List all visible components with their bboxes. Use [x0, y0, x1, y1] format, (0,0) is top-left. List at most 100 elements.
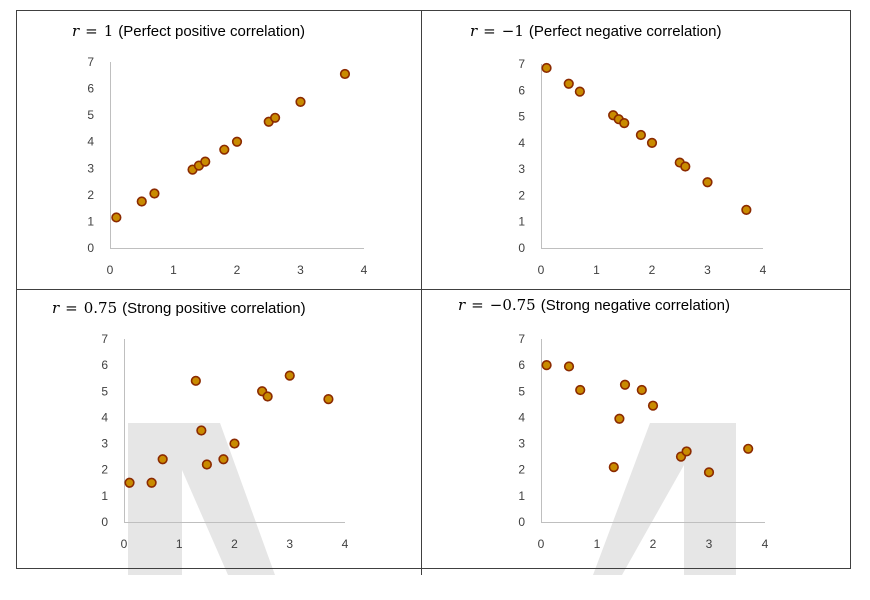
data-point: [681, 446, 692, 457]
y-tick-label: 1: [87, 214, 94, 228]
data-point: [541, 62, 552, 74]
y-tick-label: 5: [87, 108, 94, 122]
data-point: [201, 459, 212, 470]
data-point: [563, 78, 574, 89]
y-tick-label: 4: [101, 410, 108, 424]
x-tick-label: 4: [760, 263, 767, 277]
x-tick-label: 3: [704, 263, 711, 277]
data-point: [541, 360, 552, 371]
title-variable: r: [72, 22, 80, 40]
watermark-shape-right: [593, 423, 736, 575]
data-point: [157, 454, 168, 465]
y-tick-label: 6: [518, 83, 525, 97]
data-point: [636, 384, 647, 396]
title-variable: r: [458, 296, 466, 314]
y-tick-label: 3: [518, 437, 525, 451]
data-point: [574, 86, 585, 97]
y-tick-label: 3: [101, 437, 108, 451]
data-point: [270, 112, 281, 123]
data-point: [262, 391, 273, 402]
y-tick-label: 2: [518, 188, 525, 202]
y-tick-label: 5: [518, 384, 525, 398]
data-point: [323, 394, 334, 405]
data-point: [149, 188, 160, 199]
data-point: [619, 379, 631, 390]
data-point: [743, 443, 754, 454]
x-tick-label: 1: [176, 537, 183, 551]
data-point: [200, 156, 211, 167]
data-point: [614, 413, 625, 424]
y-tick-label: 0: [87, 241, 94, 255]
data-point: [146, 477, 157, 488]
watermark-shape-left: [128, 423, 275, 575]
title-description: (Strong negative correlation): [541, 297, 730, 314]
data-point: [635, 129, 647, 141]
data-point: [703, 467, 715, 478]
y-tick-label: 4: [518, 136, 525, 150]
y-tick-label: 7: [101, 332, 108, 346]
x-tick-label: 4: [361, 263, 368, 277]
chart-title: r = −0.75 (Strong negative correlation): [458, 296, 730, 314]
chart-title: r = 0.75 (Strong positive correlation): [52, 299, 306, 317]
data-point: [111, 212, 122, 223]
chart-title: r = 1 (Perfect positive correlation): [72, 22, 305, 40]
x-tick-label: 0: [107, 263, 114, 277]
x-tick-label: 3: [706, 537, 713, 551]
x-tick-label: 0: [538, 263, 545, 277]
y-tick-label: 3: [518, 162, 525, 176]
y-tick-label: 7: [518, 57, 525, 71]
y-tick-label: 5: [101, 384, 108, 398]
y-tick-label: 1: [101, 489, 108, 503]
x-tick-label: 1: [170, 263, 177, 277]
charts-layer: r = 1 (Perfect positive correlation)0 1 2 3 401…: [52, 22, 769, 551]
title-description: (Strong positive correlation): [122, 300, 305, 317]
chart-panel-4: r = −0.75 (Strong negative correlation) 0 1 2 3…: [458, 296, 769, 551]
data-point: [680, 161, 691, 172]
data-point: [218, 454, 229, 465]
data-point: [563, 361, 575, 372]
title-value: −1: [502, 22, 524, 40]
y-tick-label: 1: [518, 215, 525, 229]
title-operator: =: [85, 22, 98, 40]
y-tick-label: 2: [101, 463, 108, 477]
y-tick-label: 7: [518, 332, 525, 346]
x-tick-label: 3: [286, 537, 293, 551]
x-tick-label: 4: [342, 537, 349, 551]
data-point: [219, 144, 230, 155]
chart-panel-2: r = −1 (Perfect negative correlation) 0 1 2 3 4 0…: [470, 22, 767, 277]
x-tick-label: 2: [649, 263, 656, 277]
watermark-layer: [128, 423, 736, 575]
y-tick-label: 4: [87, 135, 94, 149]
x-tick-label: 1: [593, 263, 600, 277]
data-point: [619, 118, 630, 129]
data-point: [136, 196, 147, 207]
data-point: [284, 370, 295, 381]
title-variable: r: [470, 22, 478, 40]
y-tick-label: 2: [87, 188, 94, 202]
y-tick-label: 5: [518, 110, 525, 124]
title-value: 0.75: [84, 299, 117, 317]
data-point: [231, 136, 243, 147]
title-value: −0.75: [490, 296, 536, 314]
y-tick-label: 0: [518, 241, 525, 255]
data-point: [608, 462, 619, 473]
x-tick-label: 2: [231, 537, 238, 551]
chart-panel-3: r = 0.75 (Strong positive correlation) 0 1 2 3 4…: [52, 299, 349, 551]
y-tick-label: 6: [518, 358, 525, 372]
data-point: [339, 68, 351, 80]
y-tick-label: 0: [518, 515, 525, 529]
title-operator: =: [483, 22, 496, 40]
x-tick-label: 3: [297, 263, 304, 277]
x-tick-label: 1: [594, 537, 601, 551]
y-tick-label: 6: [101, 358, 108, 372]
data-point: [124, 477, 135, 488]
title-value: 1: [104, 22, 114, 40]
title-operator: =: [471, 296, 484, 314]
data-point: [229, 438, 240, 449]
title-description: (Perfect positive correlation): [118, 23, 305, 40]
data-point: [190, 375, 201, 386]
y-tick-label: 3: [87, 161, 94, 175]
x-tick-label: 0: [121, 537, 128, 551]
data-point: [741, 204, 752, 215]
chart-panel-1: r = 1 (Perfect positive correlation)0 1 2 3 401…: [72, 22, 368, 277]
